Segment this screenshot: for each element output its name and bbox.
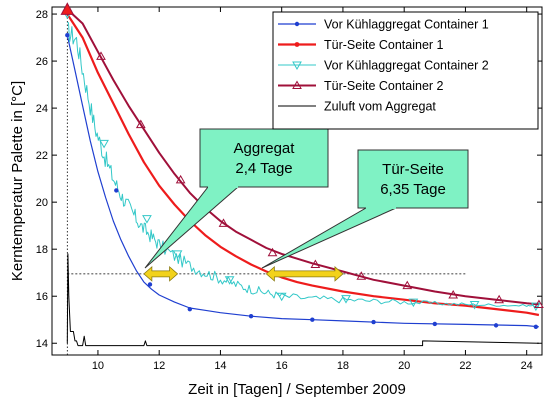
legend-marker bbox=[294, 21, 300, 27]
series-1-marker bbox=[493, 323, 499, 328]
y-tick-label: 26 bbox=[36, 56, 48, 68]
legend-marker bbox=[292, 80, 302, 89]
series-markers bbox=[60, 2, 544, 329]
series-4-marker bbox=[534, 299, 544, 308]
series-4-marker bbox=[448, 290, 459, 299]
series-line-3 bbox=[67, 21, 540, 308]
series-1-marker bbox=[371, 319, 376, 325]
x-tick-label: 22 bbox=[459, 360, 471, 372]
series-4-marker bbox=[310, 259, 321, 268]
series-line-4 bbox=[66, 8, 539, 306]
legend-label: Zuluft vom Aggregat bbox=[324, 100, 436, 114]
y-axis-label: Kerntemperatur Palette in [°C] bbox=[9, 81, 26, 281]
series-1-marker bbox=[310, 317, 315, 322]
series-1-marker bbox=[187, 306, 193, 312]
series-3-marker bbox=[341, 295, 351, 304]
x-tick-label: 18 bbox=[337, 360, 349, 372]
x-axis: 10 12 14 16 18 20 22 24 bbox=[92, 7, 533, 372]
y-tick-label: 18 bbox=[36, 244, 48, 256]
series-3-marker bbox=[469, 300, 480, 310]
legend-marker bbox=[294, 42, 300, 47]
y-tick-label: 24 bbox=[36, 103, 48, 115]
series-4-marker bbox=[218, 218, 229, 227]
series-1-marker bbox=[248, 314, 254, 319]
x-tick-label: 12 bbox=[153, 360, 165, 372]
series-1-marker bbox=[147, 282, 153, 287]
x-tick-label: 10 bbox=[92, 360, 104, 372]
series-4-marker bbox=[96, 51, 106, 60]
legend-box bbox=[272, 11, 539, 130]
legend-label: Vor Kühlaggregat Container 1 bbox=[324, 18, 489, 32]
callout-line-2: 2,4 Tage bbox=[235, 160, 292, 177]
series-line-2 bbox=[66, 13, 540, 317]
legend-marker bbox=[292, 61, 302, 71]
series-4-marker bbox=[135, 119, 146, 129]
callout-box bbox=[199, 128, 329, 188]
series-4-marker bbox=[356, 271, 367, 280]
y-tick-label: 14 bbox=[36, 338, 48, 350]
series-4-marker bbox=[494, 294, 504, 304]
series-4-marker bbox=[267, 247, 278, 257]
series-3-marker bbox=[276, 292, 287, 302]
callouts: Aggregat 2,4 Tage Tür-Seite 6,35 Tage bbox=[143, 128, 469, 282]
x-axis-label: Zeit in [Tagen] / September 2009 bbox=[188, 381, 406, 398]
y-tick-label: 16 bbox=[36, 291, 48, 303]
x-tick-label: 20 bbox=[398, 360, 410, 372]
x-tick-label: 14 bbox=[214, 360, 226, 372]
legend-label: Tür-Seite Container 1 bbox=[324, 38, 444, 52]
series-1-marker bbox=[114, 188, 119, 193]
legend: Vor Kühlaggregat Container 1 Tür-Seite Co… bbox=[272, 11, 539, 130]
series-1-marker bbox=[65, 33, 70, 38]
series-4-start-marker bbox=[60, 2, 75, 15]
series-4-marker bbox=[402, 280, 413, 290]
legend-label: Vor Kühlaggregat Container 2 bbox=[324, 59, 489, 73]
legend-label: Tür-Seite Container 2 bbox=[324, 79, 444, 93]
series-line-1 bbox=[66, 35, 539, 328]
series-3-marker bbox=[531, 302, 541, 312]
series-3-marker bbox=[142, 215, 152, 224]
series-3-marker bbox=[99, 139, 109, 149]
callout-line-1: Aggregat bbox=[234, 140, 296, 157]
guide-lines bbox=[66, 9, 466, 355]
duration-arrow bbox=[265, 265, 344, 282]
series-lines bbox=[66, 8, 540, 347]
y-axis: 14 16 18 20 22 24 26 28 bbox=[36, 9, 542, 350]
series-3-marker bbox=[172, 250, 183, 259]
x-tick-label: 16 bbox=[276, 360, 288, 372]
y-tick-label: 20 bbox=[36, 197, 48, 209]
series-line-5 bbox=[66, 253, 539, 347]
callout-box bbox=[357, 149, 469, 209]
series-1-marker bbox=[533, 324, 539, 329]
series-3-marker bbox=[408, 298, 419, 308]
y-tick-label: 28 bbox=[36, 9, 48, 21]
x-tick-label: 24 bbox=[521, 360, 533, 372]
series-4-marker bbox=[175, 174, 186, 184]
series-3-marker bbox=[224, 276, 235, 285]
series-1-marker bbox=[432, 321, 438, 327]
callout-line-2: 6,35 Tage bbox=[380, 181, 446, 198]
duration-arrow bbox=[143, 265, 179, 282]
callout-line-1: Tür-Seite bbox=[382, 161, 444, 178]
y-tick-label: 22 bbox=[36, 150, 48, 162]
